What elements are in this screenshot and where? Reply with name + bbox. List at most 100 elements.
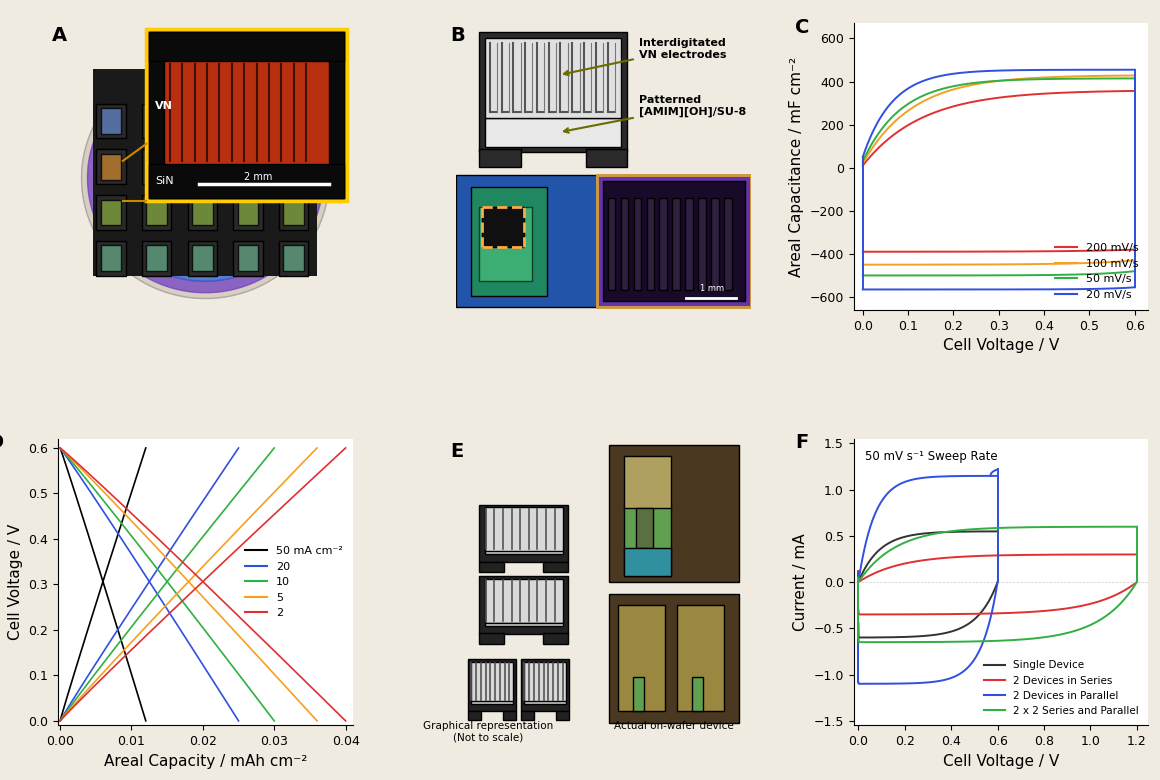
FancyBboxPatch shape (188, 195, 217, 229)
Text: 2 mm: 2 mm (244, 172, 273, 182)
FancyBboxPatch shape (483, 207, 523, 247)
Y-axis label: Current / mA: Current / mA (793, 534, 807, 631)
Y-axis label: Areal Capacitance / mF cm⁻²: Areal Capacitance / mF cm⁻² (789, 57, 804, 277)
Polygon shape (135, 109, 276, 247)
FancyBboxPatch shape (280, 195, 309, 229)
Polygon shape (81, 58, 329, 299)
FancyBboxPatch shape (624, 456, 670, 508)
FancyBboxPatch shape (586, 150, 626, 167)
FancyBboxPatch shape (479, 576, 568, 633)
FancyBboxPatch shape (142, 150, 172, 184)
Legend: Single Device, 2 Devices in Series, 2 Devices in Parallel, 2 x 2 Series and Para: Single Device, 2 Devices in Series, 2 De… (980, 656, 1144, 720)
FancyBboxPatch shape (142, 241, 172, 275)
FancyBboxPatch shape (96, 241, 125, 275)
FancyBboxPatch shape (485, 622, 563, 626)
FancyBboxPatch shape (283, 200, 304, 225)
FancyBboxPatch shape (280, 150, 309, 184)
FancyBboxPatch shape (193, 246, 212, 271)
FancyBboxPatch shape (543, 633, 568, 644)
FancyBboxPatch shape (238, 200, 259, 225)
FancyBboxPatch shape (636, 508, 653, 548)
Text: B: B (450, 27, 465, 45)
FancyBboxPatch shape (471, 701, 514, 704)
FancyBboxPatch shape (479, 562, 505, 573)
FancyBboxPatch shape (646, 198, 654, 290)
FancyBboxPatch shape (724, 198, 732, 290)
FancyBboxPatch shape (485, 551, 563, 554)
Text: 1 mm: 1 mm (701, 284, 725, 293)
FancyBboxPatch shape (673, 198, 680, 290)
FancyBboxPatch shape (479, 633, 505, 644)
FancyBboxPatch shape (193, 108, 212, 133)
FancyBboxPatch shape (96, 104, 125, 138)
FancyBboxPatch shape (618, 605, 665, 711)
FancyBboxPatch shape (485, 579, 563, 623)
FancyBboxPatch shape (633, 198, 641, 290)
FancyBboxPatch shape (523, 661, 566, 702)
Polygon shape (117, 92, 293, 264)
FancyBboxPatch shape (283, 154, 304, 179)
Text: SiN: SiN (155, 176, 174, 186)
X-axis label: Cell Voltage / V: Cell Voltage / V (943, 339, 1059, 353)
FancyBboxPatch shape (146, 29, 347, 201)
FancyBboxPatch shape (93, 69, 318, 275)
FancyBboxPatch shape (233, 104, 263, 138)
FancyBboxPatch shape (193, 154, 212, 179)
FancyBboxPatch shape (146, 154, 167, 179)
FancyBboxPatch shape (624, 548, 670, 576)
Polygon shape (87, 63, 324, 292)
FancyBboxPatch shape (101, 246, 122, 271)
FancyBboxPatch shape (146, 200, 167, 225)
FancyBboxPatch shape (485, 118, 621, 147)
Text: E: E (450, 441, 463, 461)
FancyBboxPatch shape (283, 108, 304, 133)
FancyBboxPatch shape (101, 154, 122, 179)
FancyBboxPatch shape (609, 445, 739, 582)
FancyBboxPatch shape (456, 176, 597, 307)
Legend: 50 mA cm⁻², 20, 10, 5, 2: 50 mA cm⁻², 20, 10, 5, 2 (240, 541, 347, 622)
FancyBboxPatch shape (523, 701, 566, 704)
FancyBboxPatch shape (283, 246, 304, 271)
FancyBboxPatch shape (467, 660, 516, 711)
FancyBboxPatch shape (96, 150, 125, 184)
Text: Actual on-wafer device: Actual on-wafer device (614, 721, 734, 731)
FancyBboxPatch shape (711, 198, 719, 290)
Legend: 200 mV/s, 100 mV/s, 50 mV/s, 20 mV/s: 200 mV/s, 100 mV/s, 50 mV/s, 20 mV/s (1050, 239, 1143, 304)
FancyBboxPatch shape (608, 198, 615, 290)
FancyBboxPatch shape (502, 711, 516, 721)
FancyBboxPatch shape (101, 108, 122, 133)
FancyBboxPatch shape (521, 660, 570, 711)
FancyBboxPatch shape (280, 104, 309, 138)
FancyBboxPatch shape (597, 176, 751, 307)
FancyBboxPatch shape (632, 677, 645, 711)
FancyBboxPatch shape (188, 150, 217, 184)
FancyBboxPatch shape (556, 711, 570, 721)
FancyBboxPatch shape (150, 32, 343, 61)
FancyBboxPatch shape (142, 104, 172, 138)
FancyBboxPatch shape (691, 677, 703, 711)
Text: D: D (0, 433, 3, 452)
FancyBboxPatch shape (142, 195, 172, 229)
FancyBboxPatch shape (238, 246, 259, 271)
FancyBboxPatch shape (471, 186, 548, 296)
FancyBboxPatch shape (479, 32, 626, 152)
FancyBboxPatch shape (188, 104, 217, 138)
FancyBboxPatch shape (150, 32, 343, 198)
FancyBboxPatch shape (677, 605, 724, 711)
FancyBboxPatch shape (146, 246, 167, 271)
FancyBboxPatch shape (467, 711, 481, 721)
X-axis label: Areal Capacity / mAh cm⁻²: Areal Capacity / mAh cm⁻² (103, 753, 307, 768)
Polygon shape (140, 115, 270, 241)
Text: A: A (52, 27, 67, 45)
FancyBboxPatch shape (238, 154, 259, 179)
FancyBboxPatch shape (609, 594, 739, 722)
FancyBboxPatch shape (485, 37, 621, 118)
FancyBboxPatch shape (686, 198, 693, 290)
FancyBboxPatch shape (621, 198, 628, 290)
FancyBboxPatch shape (485, 507, 563, 551)
FancyBboxPatch shape (188, 241, 217, 275)
FancyBboxPatch shape (624, 505, 670, 576)
FancyBboxPatch shape (233, 195, 263, 229)
Text: Interdigitated
VN electrodes: Interdigitated VN electrodes (564, 38, 726, 75)
FancyBboxPatch shape (603, 181, 745, 301)
